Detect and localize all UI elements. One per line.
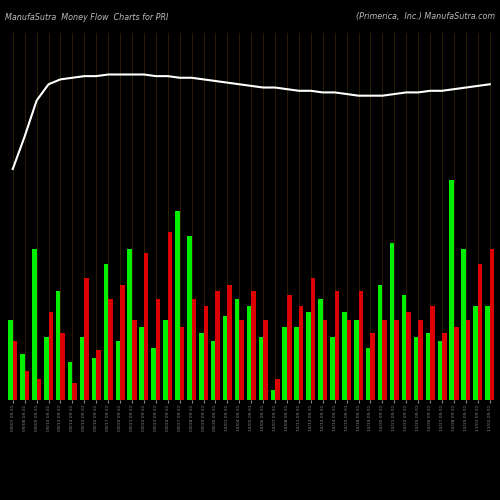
Bar (294, 326, 299, 400)
Bar (204, 306, 208, 400)
Bar (282, 326, 287, 400)
Bar (56, 291, 60, 400)
Bar (275, 379, 280, 400)
Bar (330, 337, 334, 400)
Bar (180, 326, 184, 400)
Bar (13, 341, 18, 400)
Bar (318, 299, 323, 400)
Text: ManufaSutra  Money Flow  Charts for PRI: ManufaSutra Money Flow Charts for PRI (5, 12, 168, 22)
Bar (108, 299, 112, 400)
Bar (306, 312, 311, 400)
Bar (156, 299, 160, 400)
Bar (263, 320, 268, 400)
Bar (223, 316, 228, 400)
Bar (485, 306, 490, 400)
Bar (258, 337, 263, 400)
Bar (144, 253, 148, 400)
Bar (235, 299, 240, 400)
Bar (120, 284, 124, 400)
Bar (20, 354, 24, 400)
Bar (187, 236, 192, 400)
Bar (92, 358, 96, 400)
Bar (370, 333, 375, 400)
Bar (466, 320, 470, 400)
Bar (342, 312, 346, 400)
Bar (358, 291, 363, 400)
Bar (438, 341, 442, 400)
Bar (426, 333, 430, 400)
Bar (406, 312, 411, 400)
Bar (323, 320, 328, 400)
Bar (192, 299, 196, 400)
Bar (366, 348, 370, 400)
Bar (378, 284, 382, 400)
Bar (382, 320, 387, 400)
Bar (80, 337, 84, 400)
Bar (430, 306, 434, 400)
Bar (478, 264, 482, 400)
Bar (474, 306, 478, 400)
Bar (60, 333, 65, 400)
Bar (128, 249, 132, 400)
Bar (299, 306, 304, 400)
Bar (211, 341, 216, 400)
Bar (228, 284, 232, 400)
Bar (311, 278, 316, 400)
Bar (36, 379, 41, 400)
Bar (418, 320, 422, 400)
Bar (390, 242, 394, 400)
Bar (462, 249, 466, 400)
Bar (68, 362, 72, 400)
Bar (168, 232, 172, 400)
Bar (152, 348, 156, 400)
Bar (450, 180, 454, 400)
Bar (394, 320, 399, 400)
Bar (334, 291, 340, 400)
Bar (454, 326, 458, 400)
Text: (Primerica,  Inc.) ManufaSutra.com: (Primerica, Inc.) ManufaSutra.com (356, 12, 495, 22)
Bar (84, 278, 89, 400)
Bar (442, 333, 446, 400)
Bar (402, 295, 406, 400)
Bar (32, 249, 36, 400)
Bar (199, 333, 203, 400)
Bar (414, 337, 418, 400)
Bar (354, 320, 358, 400)
Bar (72, 383, 77, 400)
Bar (490, 249, 494, 400)
Bar (116, 341, 120, 400)
Bar (44, 337, 48, 400)
Bar (104, 264, 108, 400)
Bar (96, 350, 101, 400)
Bar (175, 211, 180, 400)
Bar (287, 295, 292, 400)
Bar (252, 291, 256, 400)
Bar (24, 370, 29, 400)
Bar (8, 320, 13, 400)
Bar (270, 390, 275, 400)
Bar (132, 320, 136, 400)
Bar (246, 306, 252, 400)
Bar (163, 320, 168, 400)
Bar (346, 320, 351, 400)
Bar (140, 326, 144, 400)
Bar (48, 312, 53, 400)
Bar (240, 320, 244, 400)
Bar (216, 291, 220, 400)
